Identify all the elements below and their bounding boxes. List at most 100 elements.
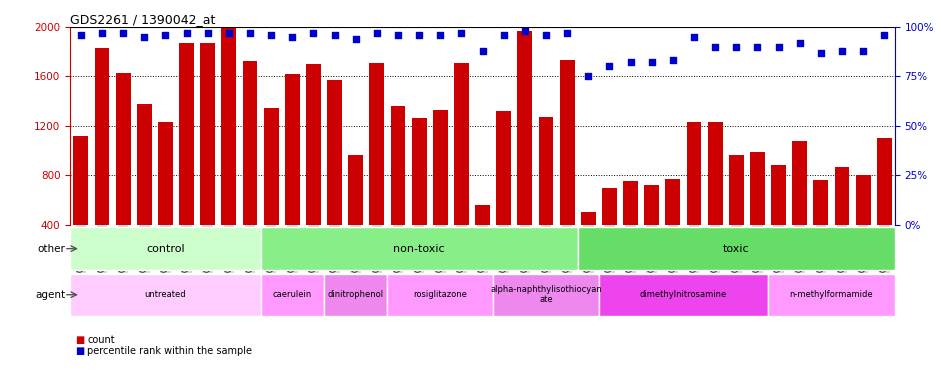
Bar	[306, 64, 320, 225]
Point	[432, 32, 447, 38]
Point	[95, 30, 110, 36]
Point	[791, 40, 806, 46]
Text: ■: ■	[75, 335, 84, 345]
Bar	[665, 179, 680, 225]
Text: dimethylnitrosamine: dimethylnitrosamine	[639, 290, 726, 299]
Bar	[770, 166, 785, 225]
Bar	[728, 156, 743, 225]
Bar	[517, 31, 532, 225]
Point	[453, 30, 468, 36]
Point	[221, 30, 236, 36]
Bar	[327, 80, 342, 225]
Bar	[601, 187, 616, 225]
Bar	[348, 156, 363, 225]
Text: control: control	[146, 243, 184, 254]
Bar	[855, 175, 870, 225]
Bar	[260, 273, 324, 316]
Bar	[644, 185, 658, 225]
Bar	[792, 141, 806, 225]
Point	[517, 28, 532, 34]
Point	[728, 44, 743, 50]
Point	[242, 30, 257, 36]
Bar	[179, 43, 194, 225]
Bar	[834, 167, 848, 225]
Point	[73, 32, 88, 38]
Bar	[200, 43, 215, 225]
Bar	[390, 106, 405, 225]
Text: untreated: untreated	[144, 290, 186, 299]
Text: toxic: toxic	[723, 243, 749, 254]
Point	[622, 60, 637, 66]
Point	[834, 48, 849, 54]
Point	[770, 44, 785, 50]
Text: count: count	[87, 335, 114, 345]
Point	[644, 60, 659, 66]
Bar	[285, 74, 300, 225]
Bar	[242, 61, 257, 225]
Bar	[411, 118, 426, 225]
Bar	[496, 111, 510, 225]
Bar	[324, 273, 387, 316]
Text: dinitrophenol: dinitrophenol	[328, 290, 384, 299]
Text: n-methylformamide: n-methylformamide	[789, 290, 872, 299]
Point	[390, 32, 405, 38]
Text: caerulein: caerulein	[272, 290, 312, 299]
Bar	[260, 227, 578, 270]
Bar	[263, 108, 278, 225]
Bar	[538, 117, 553, 225]
Bar	[707, 122, 722, 225]
Bar	[221, 27, 236, 225]
Text: rosiglitazone: rosiglitazone	[413, 290, 467, 299]
Point	[707, 44, 722, 50]
Bar	[749, 152, 764, 225]
Bar	[578, 227, 894, 270]
Text: GDS2261 / 1390042_at: GDS2261 / 1390042_at	[70, 13, 215, 26]
Point	[411, 32, 426, 38]
Bar	[580, 212, 595, 225]
Bar	[598, 273, 768, 316]
Point	[559, 30, 574, 36]
Point	[263, 32, 278, 38]
Bar	[158, 122, 172, 225]
Point	[369, 30, 384, 36]
Text: other: other	[37, 243, 66, 254]
Bar	[73, 136, 88, 225]
Bar	[387, 273, 492, 316]
Point	[200, 30, 215, 36]
Bar	[622, 181, 637, 225]
Point	[137, 34, 152, 40]
Bar	[137, 104, 152, 225]
Point	[855, 48, 870, 54]
Point	[285, 34, 300, 40]
Point	[601, 63, 616, 70]
Bar	[812, 180, 827, 225]
Point	[580, 73, 595, 79]
Bar	[70, 273, 260, 316]
Text: ■: ■	[75, 346, 84, 356]
Point	[305, 30, 320, 36]
Bar	[492, 273, 598, 316]
Bar	[369, 63, 384, 225]
Point	[496, 32, 511, 38]
Point	[327, 32, 342, 38]
Bar	[95, 48, 110, 225]
Bar	[686, 122, 701, 225]
Text: alpha-naphthylisothiocyan
ate: alpha-naphthylisothiocyan ate	[490, 285, 601, 305]
Point	[665, 58, 680, 64]
Point	[158, 32, 173, 38]
Bar	[70, 227, 260, 270]
Text: non-toxic: non-toxic	[393, 243, 445, 254]
Point	[115, 30, 130, 36]
Point	[179, 30, 194, 36]
Point	[812, 50, 827, 56]
Point	[348, 36, 363, 42]
Bar	[876, 138, 891, 225]
Bar	[454, 63, 468, 225]
Point	[686, 34, 701, 40]
Point	[876, 32, 891, 38]
Point	[749, 44, 764, 50]
Bar	[768, 273, 894, 316]
Bar	[116, 73, 130, 225]
Bar	[559, 60, 574, 225]
Point	[475, 48, 490, 54]
